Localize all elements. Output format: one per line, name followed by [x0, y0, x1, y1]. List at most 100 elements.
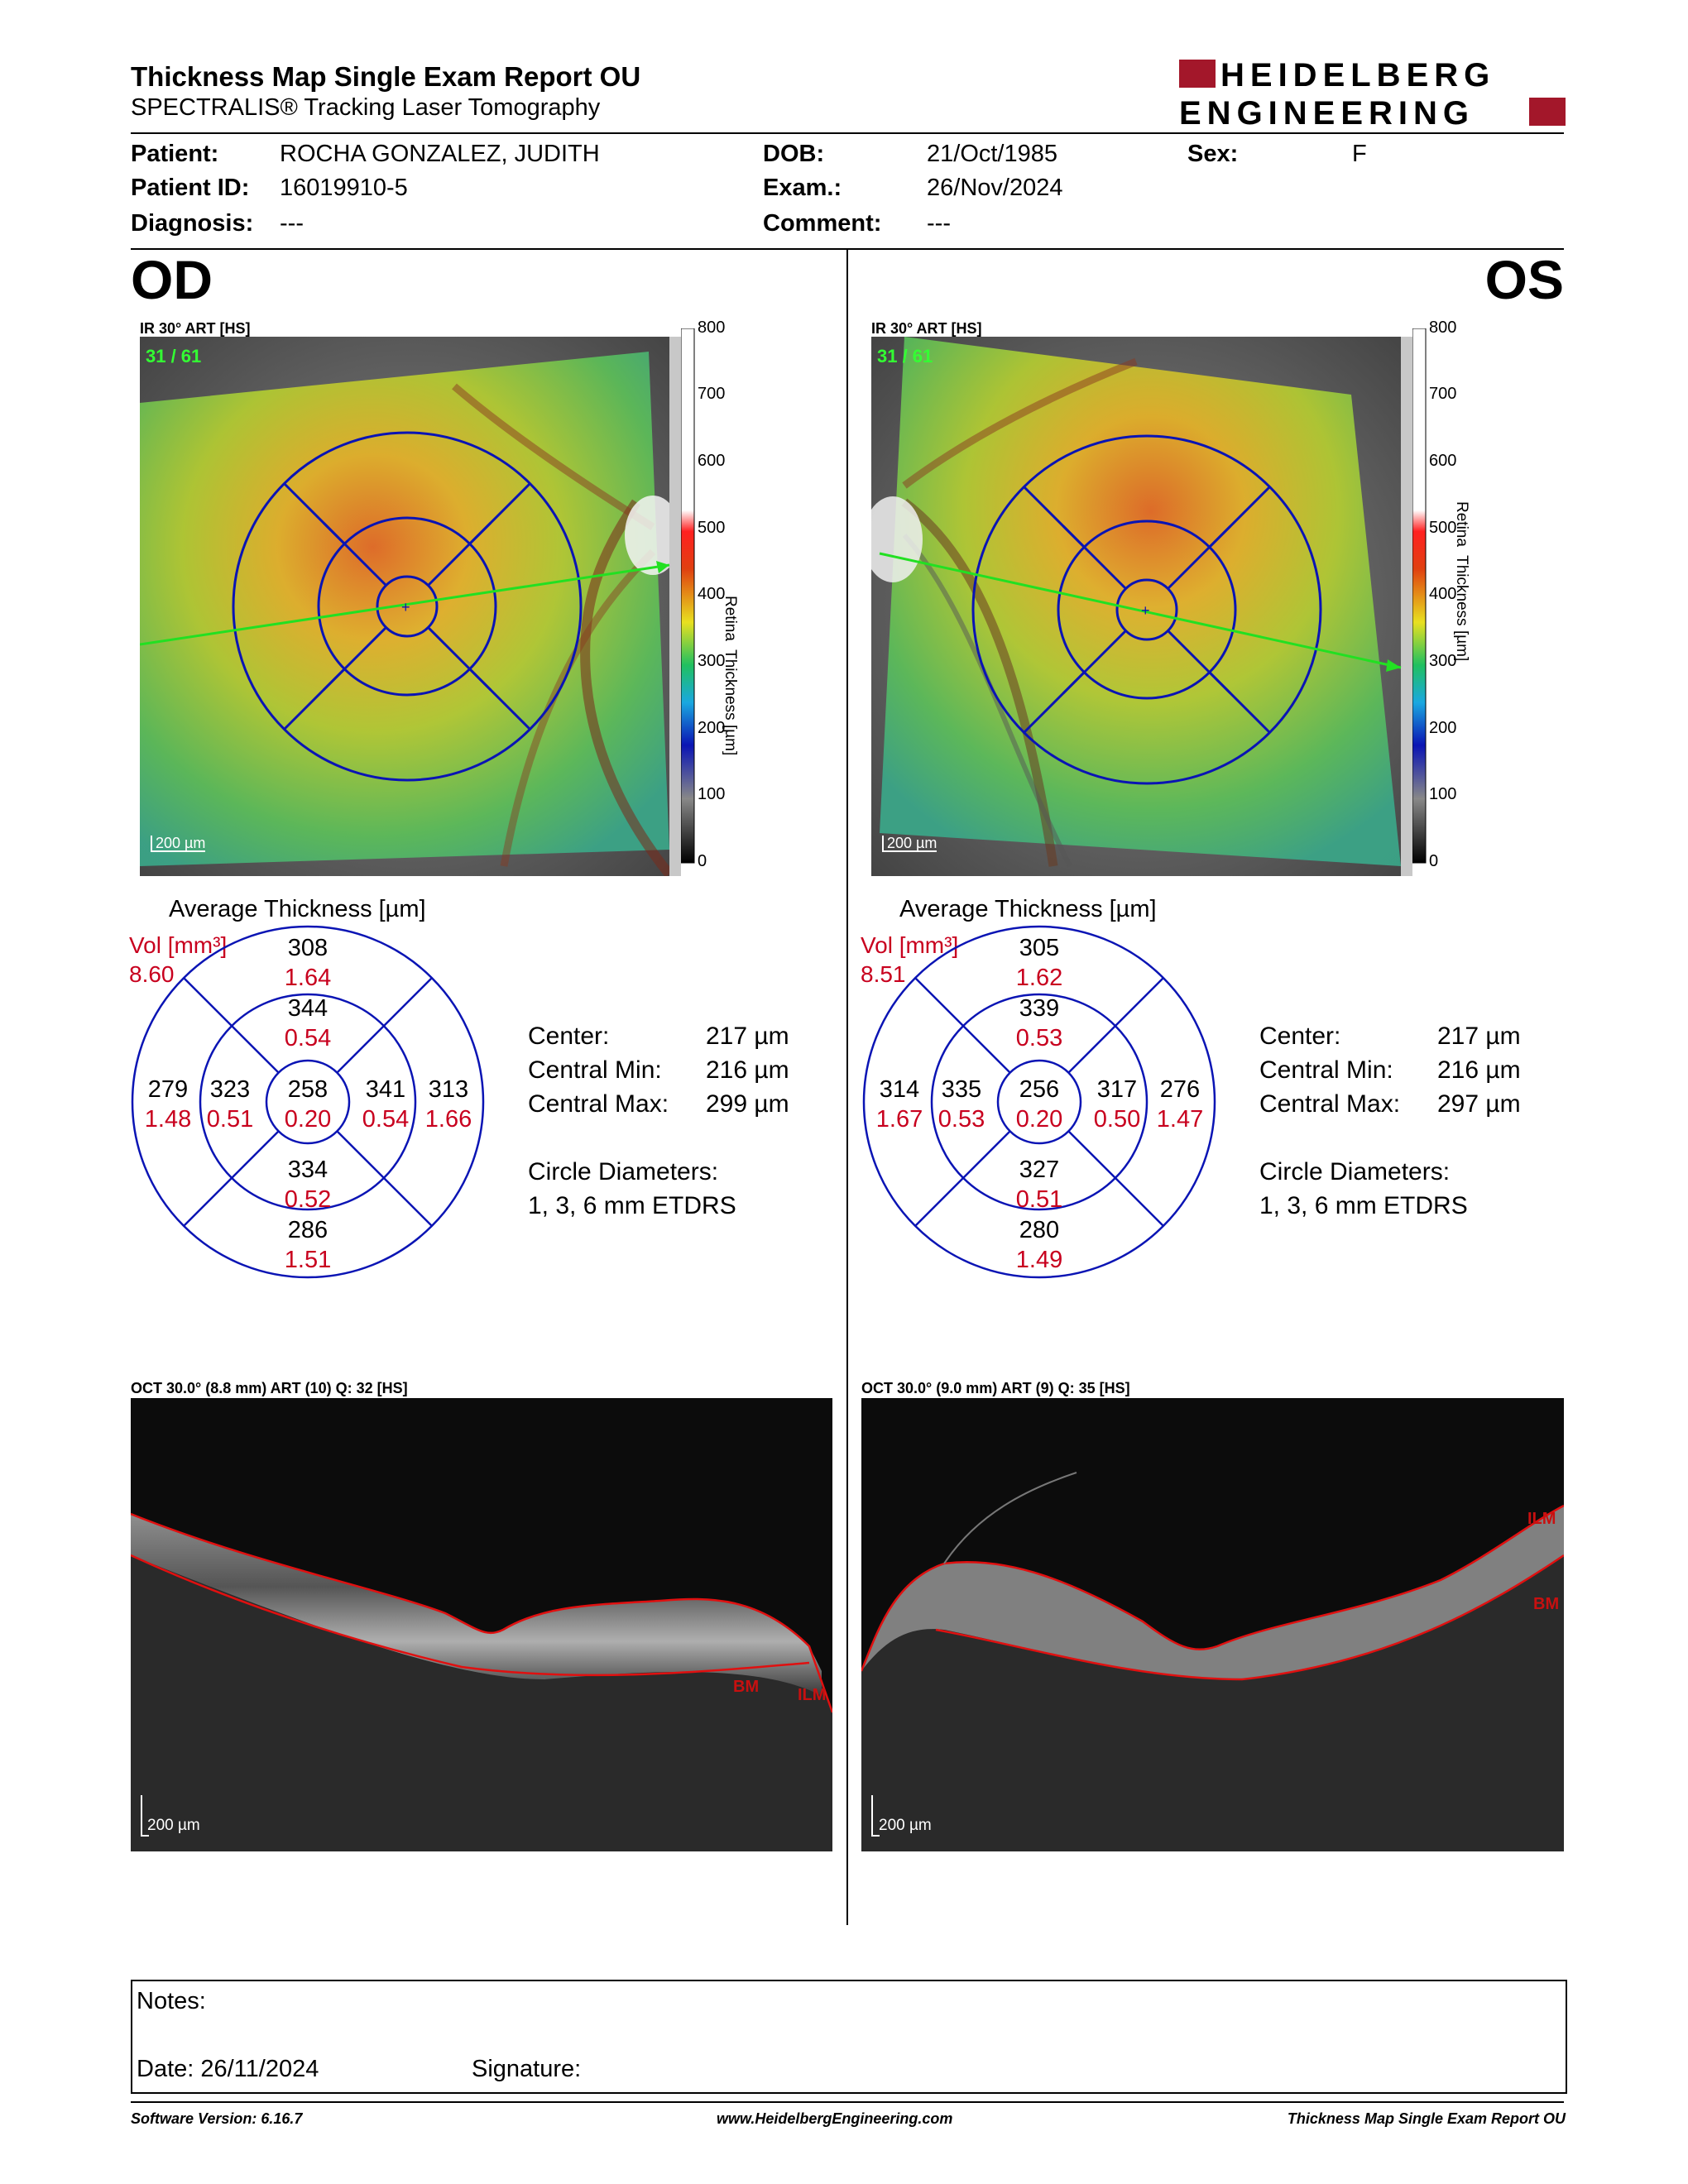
os-max-value: 297 µm: [1437, 1090, 1521, 1118]
os-oct-scale-bar: [871, 1795, 873, 1837]
od-inner-left: 323: [210, 1076, 250, 1103]
od-scan-line: [140, 563, 670, 646]
os-ir-scale: 200 µm: [882, 836, 938, 852]
od-outer-bottom: 286: [288, 1217, 328, 1243]
od-oct-scale-bar: [141, 1795, 142, 1837]
os-tick-400: 400: [1429, 585, 1457, 603]
os-inner-left: 335: [942, 1076, 981, 1103]
os-center-label: Center:: [1259, 1023, 1341, 1050]
os-colorbar-label: Retina Thickness [µm]: [1453, 501, 1470, 662]
os-inner-top-vol: 0.53: [1016, 1025, 1062, 1051]
od-center-value: 217 µm: [706, 1023, 789, 1050]
od-tick-800: 800: [698, 318, 726, 337]
os-inner-left-vol: 0.53: [938, 1106, 985, 1133]
comment-value: ---: [927, 210, 951, 237]
od-bm-label: BM: [733, 1678, 759, 1696]
od-etdrs-overlay: +: [140, 431, 670, 782]
exam-date: 26/Nov/2024: [927, 175, 1063, 201]
os-outer-right-vol: 1.47: [1157, 1106, 1203, 1133]
os-inner-right: 317: [1097, 1076, 1137, 1103]
footer-report-title: Thickness Map Single Exam Report OU: [1287, 2110, 1566, 2127]
dob-label: DOB:: [763, 141, 825, 167]
os-oct-bscan: ILM BM: [861, 1398, 1564, 1851]
od-tick-700: 700: [698, 385, 726, 403]
website-link[interactable]: www.HeidelbergEngineering.com: [717, 2110, 953, 2127]
os-vol-value: 8.51: [861, 961, 906, 987]
od-inner-top-vol: 0.54: [285, 1025, 331, 1051]
os-frame-count: 31 / 61: [877, 346, 933, 366]
od-ir-label: IR 30° ART [HS]: [140, 320, 251, 337]
os-label: OS: [1484, 249, 1564, 310]
os-fundus-image: [871, 337, 1412, 876]
comment-label: Comment:: [763, 210, 882, 237]
os-inner-top: 339: [1019, 995, 1059, 1022]
od-oct-scale: 200 µm: [147, 1817, 200, 1834]
os-ir-label: IR 30° ART [HS]: [871, 320, 982, 337]
os-circle-value: 1, 3, 6 mm ETDRS: [1259, 1192, 1468, 1219]
od-inner-right-vol: 0.54: [362, 1106, 409, 1133]
os-inner-bottom-vol: 0.51: [1016, 1186, 1062, 1213]
os-ilm-label: ILM: [1527, 1510, 1556, 1528]
od-outer-right: 313: [429, 1076, 468, 1103]
os-outer-top-vol: 1.62: [1016, 965, 1062, 991]
od-inner-bottom-vol: 0.52: [285, 1186, 331, 1213]
footer-divider: [131, 2101, 1564, 2103]
os-thickness-colorbar: [1412, 328, 1427, 864]
logo-line2: ENGINEERING: [1179, 95, 1475, 128]
os-outer-right: 276: [1160, 1076, 1200, 1103]
info-divider: [131, 248, 1564, 250]
od-ir-scale: 200 µm: [151, 836, 206, 852]
od-outer-top: 308: [288, 935, 328, 961]
od-max-value: 299 µm: [706, 1090, 789, 1118]
od-outer-bottom-vol: 1.51: [285, 1247, 331, 1273]
os-tick-300: 300: [1429, 652, 1457, 670]
software-version: Software Version: 6.16.7: [131, 2110, 303, 2127]
os-bm-label: BM: [1533, 1595, 1559, 1613]
od-fundus-image: [140, 337, 681, 876]
os-inner-right-vol: 0.50: [1094, 1106, 1140, 1133]
od-outer-top-vol: 1.64: [285, 965, 331, 991]
svg-text:+: +: [401, 599, 410, 615]
od-center-label: Center:: [528, 1023, 610, 1050]
sex-label: Sex:: [1187, 141, 1239, 167]
od-min-label: Central Min:: [528, 1056, 662, 1084]
od-oct-label: OCT 30.0° (8.8 mm) ART (10) Q: 32 [HS]: [131, 1380, 408, 1396]
os-vol-label: Vol [mm³]: [861, 932, 959, 958]
os-center-vol: 0.20: [1016, 1106, 1062, 1133]
notes-box[interactable]: Notes: Date: 26/11/2024 Signature:: [131, 1980, 1567, 2094]
os-outer-bottom-vol: 1.49: [1016, 1247, 1062, 1273]
od-colorbar-label: Retina Thickness [µm]: [722, 596, 739, 756]
os-outer-top: 305: [1019, 935, 1059, 961]
os-scan-line: [879, 552, 1402, 669]
patient-id: 16019910-5: [280, 175, 408, 201]
os-min-label: Central Min:: [1259, 1056, 1393, 1084]
os-tick-700: 700: [1429, 385, 1457, 403]
heidelberg-logo: HEIDELBERG ENGINEERING: [1179, 58, 1566, 128]
od-inner-right: 341: [366, 1076, 405, 1103]
od-circle-label: Circle Diameters:: [528, 1158, 719, 1185]
od-oct-bscan: BM ILM: [131, 1398, 832, 1851]
sex-value: F: [1352, 141, 1367, 167]
os-outer-left: 314: [880, 1076, 919, 1103]
os-avg-title: Average Thickness [µm]: [899, 896, 1157, 922]
os-tick-200: 200: [1429, 719, 1457, 737]
od-frame-count: 31 / 61: [146, 346, 202, 366]
os-tick-600: 600: [1429, 452, 1457, 470]
od-inner-left-vol: 0.51: [207, 1106, 253, 1133]
od-tick-0: 0: [698, 852, 707, 870]
logo-line1: HEIDELBERG: [1220, 58, 1495, 93]
od-outer-left-vol: 1.48: [145, 1106, 191, 1133]
patient-id-label: Patient ID:: [131, 175, 250, 201]
notes-label: Notes:: [137, 1988, 206, 2014]
od-ilm-label: ILM: [798, 1686, 826, 1704]
od-tick-300: 300: [698, 652, 726, 670]
signature-label: Signature:: [472, 2056, 582, 2082]
od-outer-right-vol: 1.66: [425, 1106, 472, 1133]
od-avg-title: Average Thickness [µm]: [169, 896, 426, 922]
os-oct-label: OCT 30.0° (9.0 mm) ART (9) Q: 35 [HS]: [861, 1380, 1130, 1396]
os-inner-bottom: 327: [1019, 1157, 1059, 1183]
od-center: 258: [288, 1076, 328, 1103]
os-tick-100: 100: [1429, 785, 1457, 803]
od-tick-500: 500: [698, 519, 726, 537]
os-tick-0: 0: [1429, 852, 1439, 870]
